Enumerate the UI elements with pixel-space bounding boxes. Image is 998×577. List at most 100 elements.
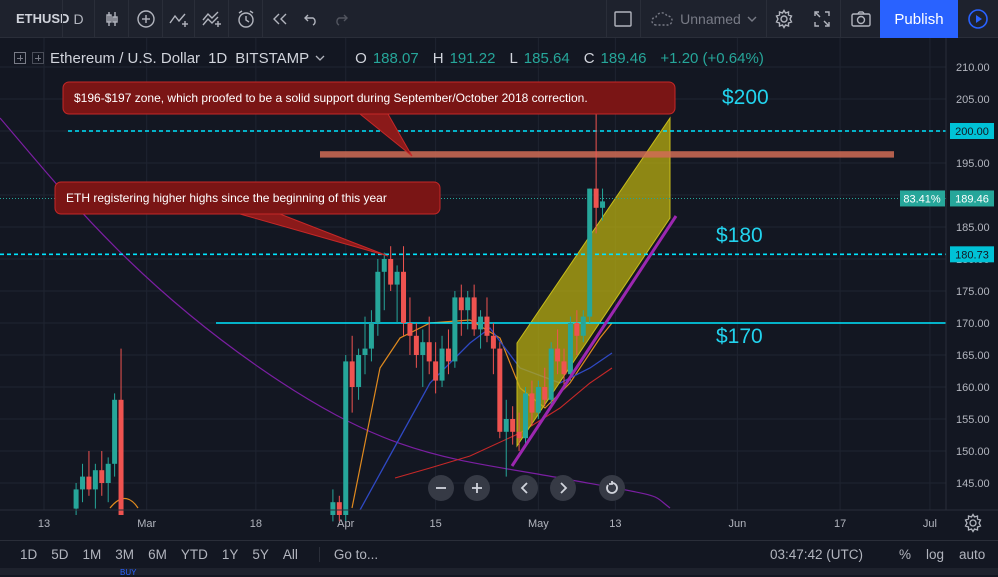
candle-body: [426, 342, 432, 362]
percent-toggle[interactable]: %: [899, 547, 912, 562]
level-label: $200: [722, 86, 769, 109]
alert-button[interactable]: [228, 0, 262, 38]
time-tick-label: 18: [250, 518, 262, 530]
indicator-icon: [168, 13, 188, 27]
series-title[interactable]: Ethereum / U.S. Dollar: [50, 49, 201, 67]
zoom-out-button[interactable]: [428, 475, 454, 501]
ma-short-line: [351, 319, 613, 509]
candle-body: [356, 355, 362, 387]
candle-body: [516, 431, 522, 439]
indicators-button[interactable]: [162, 0, 194, 38]
candle-body: [349, 361, 355, 387]
financials-button[interactable]: [194, 0, 228, 38]
fullscreen-button[interactable]: [804, 0, 840, 38]
range-button-5y[interactable]: 5Y: [252, 547, 269, 562]
candle-body: [510, 419, 516, 432]
zoom-in-button[interactable]: [464, 475, 490, 501]
auto-toggle[interactable]: auto: [959, 547, 986, 562]
candle-body: [439, 348, 445, 381]
candle-body: [368, 323, 374, 349]
range-button-1y[interactable]: 1Y: [221, 547, 239, 562]
candle-body: [330, 502, 336, 515]
play-button[interactable]: [958, 0, 998, 38]
goto-button[interactable]: Go to...: [318, 547, 378, 562]
range-button-5d[interactable]: 5D: [51, 547, 69, 562]
date-range-buttons: 1D 5D 1M 3M 6M YTD 1Y 5Y All: [0, 547, 305, 562]
candle-body: [548, 348, 554, 400]
price-level-badge: [950, 123, 994, 139]
price-tick-label: 205.00: [956, 94, 990, 106]
log-toggle[interactable]: log: [926, 547, 945, 562]
candle-body: [407, 323, 413, 336]
reset-chart-button[interactable]: [599, 475, 625, 501]
candle-body: [362, 348, 368, 355]
clock[interactable]: 03:47:42 (UTC): [770, 547, 864, 562]
alarm-clock-icon: [237, 9, 254, 28]
legend-interval: 1D: [208, 49, 228, 67]
publish-button[interactable]: Publish: [880, 0, 958, 38]
time-tick-label: 15: [429, 518, 441, 530]
expand-legend-icon[interactable]: [14, 52, 26, 64]
minus-icon: [436, 487, 446, 489]
gear-icon[interactable]: [963, 513, 983, 533]
candle-body: [593, 188, 599, 208]
range-button-ytd[interactable]: YTD: [180, 547, 208, 562]
replay-button[interactable]: [262, 0, 296, 38]
bar-style-button[interactable]: [94, 0, 128, 38]
play-icon: [968, 9, 988, 29]
layout-name-dropdown[interactable]: Unnamed: [640, 0, 766, 38]
snapshot-button[interactable]: [840, 0, 880, 38]
candle-body: [394, 271, 400, 285]
settings-button[interactable]: [766, 0, 800, 38]
chevron-down-icon[interactable]: [315, 54, 325, 62]
compare-button[interactable]: [128, 0, 162, 38]
undo-button[interactable]: [296, 0, 326, 38]
time-tick-label: 13: [38, 518, 50, 530]
support-trend-line: [510, 215, 678, 467]
range-button-6m[interactable]: 6M: [148, 547, 167, 562]
interval-button[interactable]: D: [62, 0, 94, 38]
range-button-1m[interactable]: 1M: [82, 547, 102, 562]
candle-body: [86, 476, 92, 490]
price-tick-label: 185.00: [956, 222, 990, 234]
candle-body: [523, 393, 528, 439]
time-tick-label: Jul: [923, 518, 937, 530]
price-tick-label: 165.00: [956, 350, 990, 362]
scroll-right-button[interactable]: [550, 475, 576, 501]
price-chart[interactable]: $196-$197 zone, which proofed to be a so…: [0, 38, 998, 540]
resistance-zone: [320, 151, 894, 158]
ma-long-line: [0, 117, 671, 509]
add-circle-icon: [136, 9, 155, 28]
callout-text: ETH registering higher highs since the b…: [66, 191, 387, 205]
expand-icon: [814, 10, 830, 27]
callout-text: $196-$197 zone, which proofed to be a so…: [74, 91, 588, 105]
moving-averages: [0, 117, 671, 511]
last-price-badge-text: 189.46: [955, 193, 989, 205]
redo-button[interactable]: [326, 0, 356, 38]
open-label: O: [355, 49, 367, 67]
range-button-3m[interactable]: 3M: [115, 547, 135, 562]
range-button-all[interactable]: All: [282, 547, 298, 562]
scroll-left-button[interactable]: [512, 475, 538, 501]
candle-body: [92, 470, 98, 490]
candle-body: [112, 399, 118, 464]
low-label: L: [509, 49, 518, 67]
candle-body: [118, 399, 124, 515]
candle-body: [465, 297, 471, 311]
open-value: 188.07: [372, 49, 419, 67]
gear-icon: [775, 8, 792, 29]
collapse-legend-icon[interactable]: [32, 52, 44, 64]
percent-badge-text: 83.41%: [903, 193, 941, 205]
buy-tab[interactable]: BUY: [120, 568, 137, 577]
layout-name: Unnamed: [680, 10, 741, 27]
range-button-1d[interactable]: 1D: [20, 547, 38, 562]
symbol-search[interactable]: ETHUSD: [16, 11, 70, 26]
price-tick-label: 155.00: [956, 414, 990, 426]
trading-panel-strip: BUY: [0, 568, 998, 577]
candle-body: [343, 361, 349, 515]
price-level-badge-text: 180.73: [955, 249, 989, 261]
legend-exchange[interactable]: BITSTAMP: [235, 49, 310, 67]
price-tick-label: 175.00: [956, 286, 990, 298]
candle-body: [336, 502, 342, 515]
fullscreen-toggle[interactable]: [606, 0, 638, 38]
